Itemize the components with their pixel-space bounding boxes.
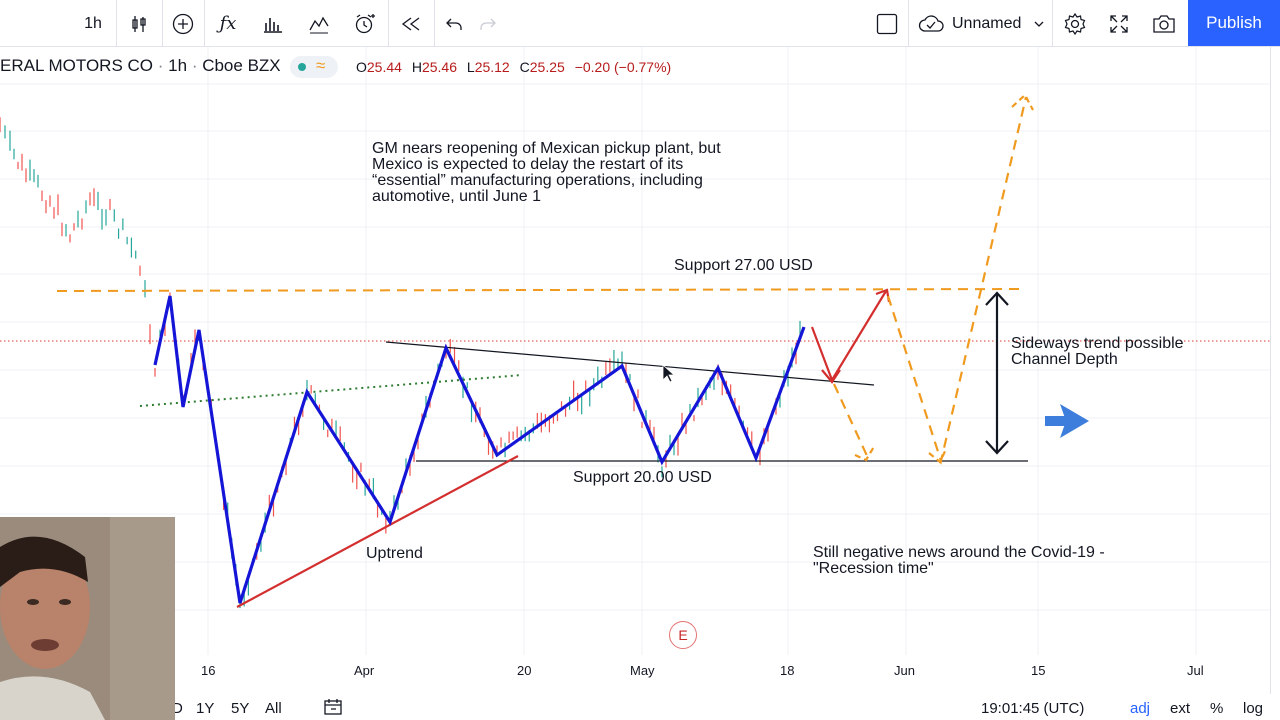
webcam-overlay xyxy=(0,517,175,720)
x-tick: Jun xyxy=(894,663,915,678)
ext-toggle[interactable]: ext xyxy=(1170,700,1191,717)
percent-toggle[interactable]: % xyxy=(1210,700,1224,717)
settings-icon[interactable] xyxy=(1054,0,1096,47)
support-bottom-label[interactable]: Support 20.00 USD xyxy=(573,469,712,486)
layout-name: Unnamed xyxy=(952,14,1022,32)
orange-projection-a xyxy=(833,383,869,459)
top-toolbar: 1h ƒx xyxy=(0,0,1280,47)
orange-projection-b xyxy=(886,96,1028,466)
symbol-exchange: Cboe BZX xyxy=(202,56,281,75)
green-dotted-trendline xyxy=(139,374,523,407)
price-scale-edge[interactable] xyxy=(1270,47,1280,694)
market-open-dot-icon xyxy=(298,63,306,71)
publish-button[interactable]: Publish xyxy=(1188,0,1280,46)
fullscreen-icon[interactable] xyxy=(1098,0,1140,47)
x-tick: 15 xyxy=(1031,663,1046,678)
alert-icon[interactable] xyxy=(344,0,386,47)
sideways-annotation[interactable]: Sideways trend possible Channel Depth xyxy=(1011,335,1184,368)
open-value: 25.44 xyxy=(366,59,402,75)
bars-icon[interactable] xyxy=(252,0,294,47)
adj-toggle[interactable]: adj xyxy=(1130,700,1151,717)
square-icon[interactable] xyxy=(870,0,904,47)
symbol-name: ERAL MOTORS CO xyxy=(0,56,154,75)
fx-icon[interactable]: ƒx xyxy=(219,13,237,34)
market-status-pill[interactable]: ≈ xyxy=(290,56,338,78)
bottom-bar: D 1Y 5Y All 19:01:45 (UTC) adj ext % log xyxy=(0,694,1280,720)
cloud-icon xyxy=(918,14,944,32)
log-toggle[interactable]: log xyxy=(1243,700,1264,717)
covid-annotation[interactable]: Still negative news around the Covid-19 … xyxy=(813,544,1105,577)
range-all-button[interactable]: All xyxy=(265,700,282,717)
x-tick: May xyxy=(630,663,655,678)
range-1y-button[interactable]: 1Y xyxy=(196,700,215,717)
x-tick: Jul xyxy=(1187,663,1204,678)
undo-icon[interactable] xyxy=(436,0,472,47)
symbol-header[interactable]: ERAL MOTORS CO · 1h · Cboe BZX xyxy=(0,56,281,75)
mouse-cursor-icon xyxy=(662,364,676,383)
extended-hours-icon: ≈ xyxy=(316,56,326,75)
resistance-dashed-line xyxy=(56,288,1026,292)
range-5y-button[interactable]: 5Y xyxy=(231,700,250,717)
chevron-down-icon xyxy=(1034,21,1044,27)
add-circle-icon[interactable] xyxy=(164,0,202,47)
uptrend-label[interactable]: Uptrend xyxy=(366,545,423,562)
change-value: −0.20 (−0.77%) xyxy=(574,59,672,75)
blue-right-arrow-icon xyxy=(1045,404,1089,438)
interval-button[interactable]: 1h xyxy=(84,14,102,32)
x-tick: 16 xyxy=(201,663,216,678)
x-tick: 20 xyxy=(517,663,532,678)
range-d-button[interactable]: D xyxy=(172,700,183,717)
channel-depth-arrow xyxy=(985,291,1009,455)
low-value: 25.12 xyxy=(474,59,510,75)
symbol-interval: 1h xyxy=(168,56,188,75)
goto-date-icon[interactable] xyxy=(323,698,343,720)
price-chart[interactable] xyxy=(0,47,1270,685)
earnings-badge[interactable]: E xyxy=(669,621,697,649)
high-value: 25.46 xyxy=(421,59,457,75)
zigzag-pattern xyxy=(153,295,806,604)
camera-icon[interactable] xyxy=(1142,0,1186,47)
candles-icon[interactable] xyxy=(118,0,160,47)
close-value: 25.25 xyxy=(529,59,565,75)
layout-menu-button[interactable]: Unnamed xyxy=(912,0,1058,47)
news-annotation[interactable]: GM nears reopening of Mexican pickup pla… xyxy=(372,140,721,205)
red-projection xyxy=(810,290,887,383)
support-top-label[interactable]: Support 27.00 USD xyxy=(674,257,813,274)
clock-time[interactable]: 19:01:45 (UTC) xyxy=(981,700,1085,717)
redo-icon[interactable] xyxy=(470,0,506,47)
ohlc-values: O25.44 H25.46 L25.12 C25.25 −0.20 (−0.77… xyxy=(356,59,672,75)
indicators-icon[interactable] xyxy=(298,0,340,47)
replay-icon[interactable] xyxy=(390,0,432,47)
uptrend-line xyxy=(236,455,519,608)
x-tick: 18 xyxy=(780,663,795,678)
grid xyxy=(0,47,1270,655)
x-tick: Apr xyxy=(354,663,375,678)
channel-top-line xyxy=(385,341,875,386)
